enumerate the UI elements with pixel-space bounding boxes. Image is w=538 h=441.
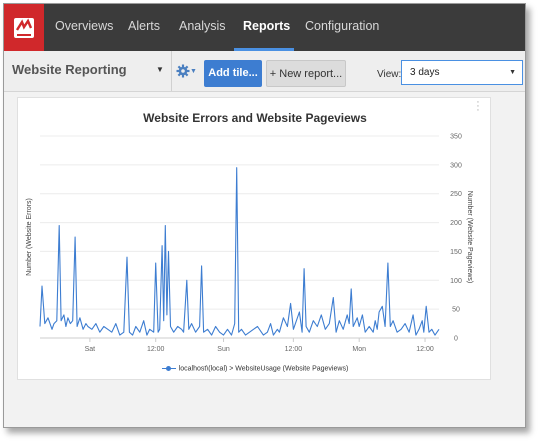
series-line [39, 167, 440, 336]
chart-tile: · · · Website Errors and Website Pageviews… [17, 97, 491, 380]
line-chart: 0 50 100 150 200 250 300 350 Sat 12:00 Sun 12:00 Mon… [26, 134, 473, 354]
toolbar-divider [171, 51, 172, 91]
more-options-icon[interactable]: · · · [476, 96, 480, 116]
app-logo[interactable] [4, 4, 44, 51]
y-axis-title-left: Number (Website Errors) [26, 198, 33, 276]
add-tile-button[interactable]: Add tile... [204, 60, 262, 87]
legend-marker-icon [161, 365, 176, 372]
x-tick-label: Mon [352, 346, 366, 353]
chevron-down-icon[interactable]: ▼ [156, 65, 164, 74]
y-tick-label: 250 [450, 191, 462, 198]
gear-icon[interactable] [176, 64, 200, 80]
x-tick-label: 12:00 [416, 346, 434, 353]
x-tick-label: 12:00 [147, 346, 165, 353]
view-range-select[interactable]: 3 days ▼ [401, 60, 523, 85]
top-navigation-bar: Overviews Alerts Analysis Reports Config… [4, 4, 525, 51]
view-label: View: [377, 69, 402, 80]
nav-overviews[interactable]: Overviews [55, 19, 114, 33]
nav-alerts[interactable]: Alerts [128, 19, 160, 33]
nav-analysis[interactable]: Analysis [179, 19, 226, 33]
y-tick-label: 100 [450, 278, 462, 285]
legend-label: localhost\(local) > WebsiteUsage (Websit… [178, 365, 349, 373]
y-tick-label: 300 [450, 162, 462, 169]
chevron-down-icon: ▼ [509, 69, 516, 76]
x-tick-label: Sat [85, 346, 96, 353]
y-tick-label: 150 [450, 249, 462, 256]
chart-legend[interactable]: localhost\(local) > WebsiteUsage (Websit… [18, 365, 492, 372]
y-axis-title-right: Number (Website Pageviews) [466, 191, 473, 283]
app-window: Overviews Alerts Analysis Reports Config… [3, 3, 526, 428]
view-range-value: 3 days [410, 67, 440, 78]
nav-configuration[interactable]: Configuration [305, 19, 380, 33]
logo-icon [14, 18, 34, 38]
x-tick-label: Sun [217, 346, 230, 353]
chart-title: Website Errors and Website Pageviews [143, 111, 367, 125]
nav-reports[interactable]: Reports [234, 4, 294, 51]
new-report-button[interactable]: + New report... [266, 60, 346, 87]
report-toolbar: Website Reporting ▼ ▼ Add tile... + New … [4, 51, 525, 92]
y-tick-label: 50 [452, 307, 460, 314]
y-tick-label: 200 [450, 220, 462, 227]
y-tick-label: 350 [450, 134, 462, 141]
chevron-down-icon[interactable]: ▼ [190, 68, 197, 75]
y-tick-label: 0 [454, 336, 458, 343]
report-name-dropdown[interactable]: Website Reporting [12, 62, 127, 77]
x-tick-label: 12:00 [285, 346, 303, 353]
